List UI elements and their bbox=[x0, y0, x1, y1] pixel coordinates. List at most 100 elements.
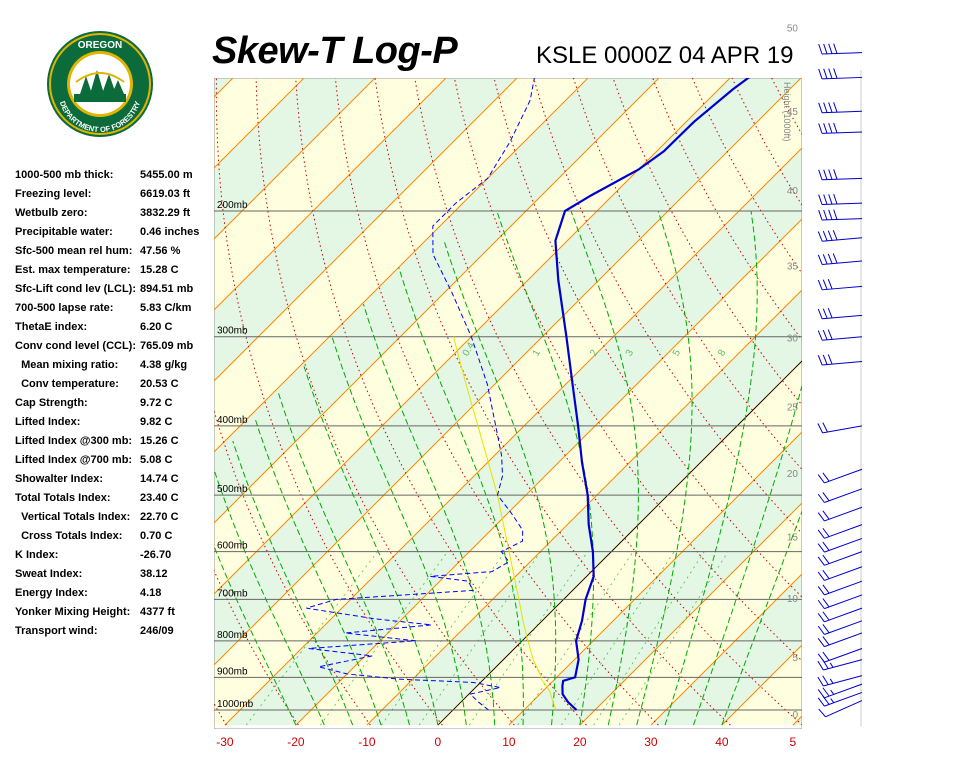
isotherm-line bbox=[214, 78, 731, 595]
stat-label: Est. max temperature: bbox=[15, 264, 131, 276]
wind-barb-flag bbox=[822, 611, 830, 621]
stat-row: Vertical Totals Index: 22.70 C bbox=[15, 511, 215, 530]
wind-barb-flag bbox=[822, 675, 829, 685]
wind-barb-flag bbox=[818, 102, 823, 113]
pressure-label: 200mb bbox=[217, 200, 248, 211]
moist-adiabat-line bbox=[331, 336, 467, 726]
wind-barb-flag bbox=[822, 254, 828, 265]
moist-adiabat-line bbox=[443, 240, 557, 726]
wind-barb-staff bbox=[824, 537, 863, 553]
mixing-ratio-line bbox=[593, 551, 705, 726]
wind-barb-flag bbox=[828, 122, 833, 134]
wind-barb-flag bbox=[822, 354, 828, 365]
x-tick-label: 0 bbox=[435, 735, 442, 749]
mixing-ratio-label: 8 bbox=[716, 348, 729, 359]
wind-barb-staff bbox=[824, 524, 863, 539]
x-tick-label: -20 bbox=[287, 735, 305, 749]
stat-row: 1000-500 mb thick: 5455.00 m bbox=[15, 169, 215, 188]
moist-adiabat-line bbox=[362, 303, 496, 726]
wind-barb-flag bbox=[817, 697, 825, 707]
mixing-ratio-line bbox=[468, 551, 589, 726]
isotherm-line bbox=[214, 78, 376, 240]
wind-barb-staff bbox=[824, 683, 863, 699]
isotherm-line bbox=[864, 26, 960, 725]
pressure-label: 900mb bbox=[217, 666, 248, 677]
wind-barb-flag bbox=[822, 472, 830, 482]
wind-barb bbox=[817, 683, 863, 699]
isotherm-line bbox=[214, 78, 447, 311]
stat-value: 5.08 C bbox=[140, 454, 173, 466]
isotherm-line bbox=[650, 573, 802, 726]
mixing-ratio-label: 2 bbox=[588, 348, 601, 359]
wind-barb-staff bbox=[824, 632, 863, 648]
isotherm-line bbox=[214, 78, 589, 453]
stat-value: 6619.03 ft bbox=[140, 188, 191, 200]
stat-value: 4.38 g/kg bbox=[140, 359, 188, 371]
wind-barb-staff bbox=[822, 237, 863, 242]
stat-label: K Index: bbox=[15, 549, 59, 561]
wind-barb-flag bbox=[822, 541, 830, 551]
stat-label: Cross Totals Index: bbox=[15, 530, 123, 542]
wind-barb bbox=[817, 488, 863, 503]
wind-barb-half-flag bbox=[830, 689, 835, 695]
stat-value: 5455.00 m bbox=[140, 169, 193, 181]
moist-adiabat-line bbox=[721, 509, 802, 726]
stat-value: 3832.29 ft bbox=[140, 207, 191, 219]
height-label: 40 bbox=[787, 186, 799, 197]
stat-value: 9.72 C bbox=[140, 397, 173, 409]
stat-label: Lifted Index: bbox=[15, 416, 81, 428]
wind-barb-flag bbox=[822, 584, 830, 594]
wind-barb-flag bbox=[818, 123, 823, 134]
wind-barb-flag bbox=[822, 308, 828, 319]
pressure-label: 800mb bbox=[217, 630, 248, 641]
wind-barb-flag bbox=[817, 637, 825, 647]
wind-barb-flag bbox=[828, 68, 833, 79]
wind-barb-staff bbox=[822, 76, 863, 80]
wind-barb-flag bbox=[833, 209, 838, 220]
pressure-label: 600mb bbox=[217, 541, 248, 552]
mixing-ratio-line bbox=[381, 551, 506, 726]
dry-adiabat-line bbox=[533, 78, 802, 535]
mixing-ratio-label: 3 bbox=[624, 348, 637, 359]
wind-barb-flag bbox=[833, 122, 838, 134]
stat-label: Conv temperature: bbox=[15, 378, 119, 390]
wind-barb bbox=[817, 620, 863, 635]
wind-barb-flag bbox=[822, 598, 830, 608]
dry-adiabat-line bbox=[374, 78, 731, 726]
wind-barb-flag bbox=[818, 169, 823, 180]
stat-label: Lifted Index @700 mb: bbox=[15, 454, 133, 466]
wind-barb-flag bbox=[817, 529, 825, 539]
stat-value: 15.28 C bbox=[140, 264, 179, 276]
stat-value: 4.18 bbox=[140, 587, 162, 599]
moist-adiabat-line bbox=[214, 468, 325, 726]
wind-barb bbox=[817, 468, 863, 484]
stat-row: Total Totals Index: 23.40 C bbox=[15, 492, 215, 511]
wind-barb bbox=[817, 607, 863, 623]
wind-barb-flag bbox=[832, 253, 838, 264]
stat-label: 1000-500 mb thick: bbox=[15, 169, 114, 181]
wind-barb-flag bbox=[822, 636, 830, 646]
wind-barb bbox=[817, 675, 863, 687]
wind-barb bbox=[817, 279, 863, 291]
stat-row: Energy Index: 4.18 bbox=[15, 587, 215, 606]
dry-adiabat-line bbox=[785, 26, 960, 726]
wind-barb-flag bbox=[827, 308, 833, 319]
wind-barb-flag bbox=[817, 599, 825, 609]
wind-barb-flag bbox=[817, 231, 823, 242]
stat-label: Sweat Index: bbox=[15, 568, 83, 580]
height-label: 50 bbox=[787, 24, 799, 35]
dry-adiabat-line bbox=[453, 78, 802, 662]
wind-barb bbox=[818, 102, 863, 114]
dry-adiabat-line bbox=[334, 78, 659, 726]
stat-label: Precipitable water: bbox=[15, 226, 113, 238]
stat-value: 4377 ft bbox=[140, 606, 175, 618]
wind-barb-flag bbox=[818, 708, 826, 718]
wind-barb-flag bbox=[828, 209, 833, 220]
dry-adiabat-line bbox=[652, 78, 802, 341]
wind-barb-staff bbox=[823, 659, 863, 671]
wind-barb-staff bbox=[824, 488, 863, 503]
wind-barb-staff bbox=[822, 314, 863, 320]
wind-barb-flag bbox=[817, 254, 823, 265]
stat-row: Sfc-500 mean rel hum: 47.56 % bbox=[15, 245, 215, 264]
